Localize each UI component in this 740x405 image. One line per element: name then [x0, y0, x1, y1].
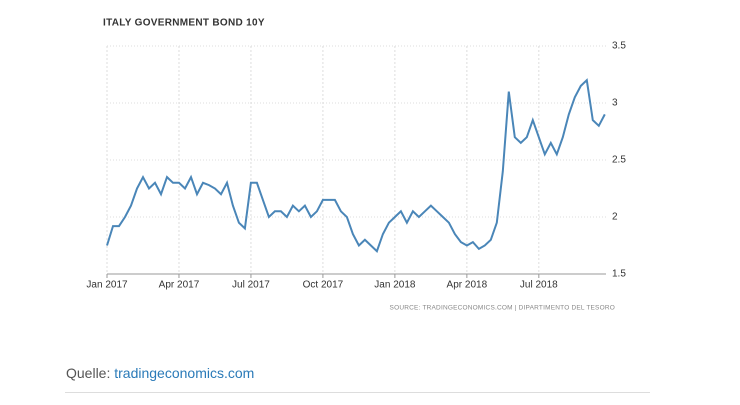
x-tick-label: Apr 2018 — [447, 280, 488, 291]
y-tick-label: 3 — [612, 98, 618, 109]
chart-title: ITALY GOVERNMENT BOND 10Y — [103, 18, 265, 29]
x-tick-label: Jul 2018 — [520, 280, 558, 291]
caption-label: Quelle: — [66, 365, 111, 381]
y-tick-label: 1.5 — [612, 269, 626, 280]
divider — [65, 392, 650, 393]
caption: Quelle: tradingeconomics.com — [66, 365, 254, 381]
caption-link[interactable]: tradingeconomics.com — [114, 365, 255, 381]
y-tick-label: 2.5 — [612, 155, 626, 166]
x-tick-label: Jan 2017 — [86, 280, 128, 291]
line-series — [106, 78, 606, 253]
y-tick-label: 2 — [612, 212, 618, 223]
x-tick-label: Apr 2017 — [159, 280, 200, 291]
x-tick-label: Jul 2017 — [232, 280, 270, 291]
x-tick-label: Oct 2017 — [303, 280, 344, 291]
source: SOURCE: TRADINGECONOMICS.COM | DIPARTIME… — [390, 305, 615, 312]
chart: ITALY GOVERNMENT BOND 10Y SOURCE: TRADIN… — [86, 18, 626, 312]
y-tick-label: 3.5 — [612, 41, 626, 52]
x-tick-label: Jan 2018 — [374, 280, 416, 291]
